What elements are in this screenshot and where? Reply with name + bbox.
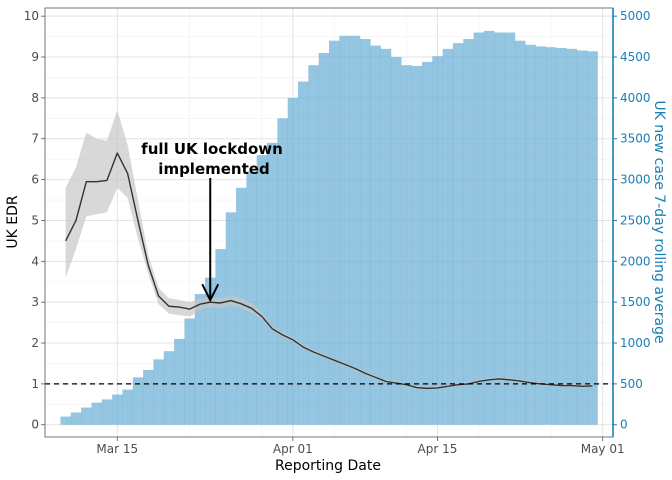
case-bar bbox=[545, 47, 557, 425]
case-bar bbox=[163, 351, 175, 425]
case-bar bbox=[256, 155, 268, 425]
left-tick-label: 7 bbox=[31, 132, 39, 146]
case-bar bbox=[411, 66, 423, 425]
annotation-line-1: full UK lockdown bbox=[141, 140, 283, 158]
right-axis-ticks: 0 500 1000 1500 2000 2500 3000 3500 4000 4500 5000 bbox=[613, 9, 651, 432]
case-bar bbox=[494, 32, 505, 425]
edr-line bbox=[65, 152, 593, 390]
left-axis-ticks: 0 1 2 3 4 5 6 7 8 9 10 bbox=[24, 9, 45, 432]
case-bar bbox=[380, 48, 392, 425]
case-bar bbox=[452, 43, 464, 425]
case-bar bbox=[194, 294, 206, 425]
case-bar bbox=[246, 171, 258, 425]
case-bars bbox=[60, 30, 598, 425]
case-bar bbox=[401, 65, 412, 425]
x-tick-label: Apr 01 bbox=[273, 442, 313, 456]
case-bar bbox=[225, 212, 237, 425]
case-bar bbox=[174, 338, 185, 425]
left-tick-label: 4 bbox=[31, 254, 39, 268]
case-bar bbox=[390, 57, 402, 425]
right-axis-title: UK new case 7-day rolling average bbox=[651, 100, 667, 343]
right-tick-label: 500 bbox=[620, 377, 643, 391]
annotation-arrow-head bbox=[201, 283, 220, 303]
x-axis-ticks: Mar 15 Apr 01 Apr 15 May 01 bbox=[96, 437, 625, 456]
annotation-line-2: implemented bbox=[158, 160, 269, 178]
case-bar bbox=[215, 249, 227, 425]
case-bar bbox=[421, 61, 433, 425]
case-bar bbox=[339, 35, 350, 425]
left-axis-title: UK EDR bbox=[5, 195, 21, 249]
case-bar bbox=[566, 48, 578, 425]
case-bar bbox=[514, 40, 526, 425]
case-bar bbox=[576, 50, 588, 425]
left-tick-label: 2 bbox=[31, 336, 39, 350]
case-bar bbox=[318, 52, 330, 425]
x-axis-title: Reporting Date bbox=[275, 458, 381, 474]
right-tick-label: 1500 bbox=[620, 295, 651, 309]
case-bar bbox=[122, 389, 134, 425]
edr-confidence-band bbox=[65, 110, 593, 390]
x-tick-label: May 01 bbox=[581, 442, 625, 456]
right-tick-label: 5000 bbox=[620, 9, 651, 23]
left-tick-label: 1 bbox=[31, 377, 39, 391]
case-bar bbox=[132, 377, 144, 425]
case-bar bbox=[535, 46, 547, 425]
x-tick-label: Mar 15 bbox=[96, 442, 138, 456]
case-bar bbox=[370, 45, 381, 425]
left-tick-label: 6 bbox=[31, 173, 39, 187]
left-tick-label: 0 bbox=[31, 418, 39, 432]
right-tick-label: 2000 bbox=[620, 254, 651, 268]
plot-frame bbox=[44, 7, 614, 438]
right-tick-label: 2500 bbox=[620, 213, 651, 227]
left-tick-label: 10 bbox=[24, 9, 39, 23]
right-tick-label: 3000 bbox=[620, 173, 651, 187]
case-bar bbox=[556, 48, 567, 425]
case-bar bbox=[184, 318, 196, 425]
case-bar bbox=[473, 32, 485, 425]
case-bar bbox=[359, 39, 371, 425]
case-bar bbox=[287, 97, 299, 425]
right-tick-label: 3500 bbox=[620, 132, 651, 146]
case-bar bbox=[432, 56, 443, 425]
lockdown-annotation: full UK lockdown implemented bbox=[141, 140, 283, 303]
left-tick-label: 5 bbox=[31, 213, 39, 227]
case-bar bbox=[525, 44, 536, 425]
case-bar bbox=[153, 359, 165, 425]
case-bar bbox=[463, 39, 474, 425]
case-bar bbox=[112, 394, 123, 425]
case-bar bbox=[298, 81, 309, 425]
x-tick-label: Apr 15 bbox=[418, 442, 458, 456]
case-bar bbox=[587, 51, 598, 425]
right-tick-label: 4000 bbox=[620, 91, 651, 105]
right-tick-label: 4500 bbox=[620, 50, 651, 64]
left-tick-label: 9 bbox=[31, 50, 39, 64]
left-tick-label: 3 bbox=[31, 295, 39, 309]
right-tick-label: 0 bbox=[620, 418, 628, 432]
case-bar bbox=[308, 65, 319, 425]
case-bar bbox=[101, 399, 113, 425]
case-bar bbox=[267, 142, 278, 425]
case-bar bbox=[504, 32, 516, 425]
case-bar bbox=[329, 40, 340, 425]
case-bar bbox=[442, 48, 454, 425]
case-bar bbox=[483, 30, 495, 425]
case-bar bbox=[277, 118, 288, 425]
case-bar bbox=[91, 402, 103, 425]
case-bar bbox=[349, 35, 361, 425]
edr-confidence-band-area bbox=[65, 110, 593, 390]
case-bar bbox=[143, 369, 154, 425]
case-bar bbox=[60, 416, 72, 425]
edr-line-path bbox=[65, 152, 593, 390]
case-bar bbox=[81, 407, 92, 425]
left-tick-label: 8 bbox=[31, 91, 39, 105]
case-bar bbox=[70, 412, 82, 425]
case-bar bbox=[205, 277, 216, 425]
right-tick-label: 1000 bbox=[620, 336, 651, 350]
